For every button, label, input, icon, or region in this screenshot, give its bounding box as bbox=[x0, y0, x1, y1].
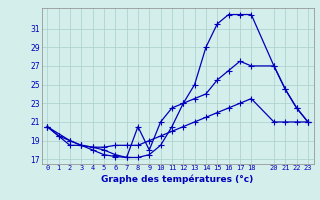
X-axis label: Graphe des températures (°c): Graphe des températures (°c) bbox=[101, 174, 254, 184]
